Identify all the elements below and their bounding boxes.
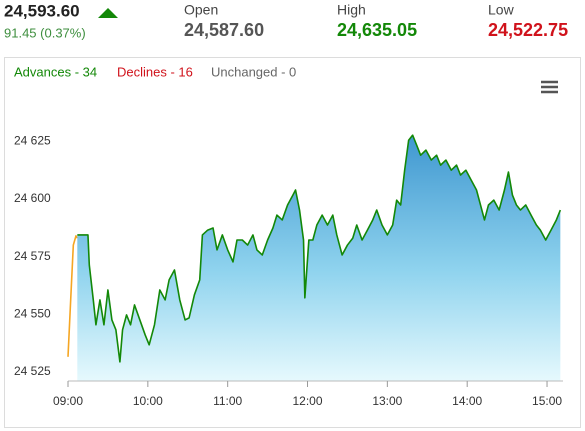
y-tick-label: 24 525 xyxy=(14,364,51,378)
high-value: 24,635.05 xyxy=(337,20,417,40)
low-value: 24,522.75 xyxy=(488,20,568,40)
advances: Advances - 34 xyxy=(14,64,97,79)
area xyxy=(77,135,561,381)
y-tick-label: 24 550 xyxy=(14,306,51,320)
panel xyxy=(4,57,581,428)
open-label: Open xyxy=(184,2,218,18)
x-tick-label: 15:00 xyxy=(532,394,562,408)
price-line xyxy=(77,134,562,363)
price-line xyxy=(67,235,79,357)
declines: Declines - 16 xyxy=(117,64,193,79)
x-tick-label: 12:00 xyxy=(293,394,323,408)
x-tick-label: 09:00 xyxy=(53,394,83,408)
x-tick-label: 11:00 xyxy=(213,394,242,408)
x-tick-label: 14:00 xyxy=(452,394,482,408)
up-arrow xyxy=(98,8,118,18)
y-tick-label: 24 575 xyxy=(14,249,51,263)
y-tick-label: 24 625 xyxy=(14,134,51,148)
open-value: 24,587.60 xyxy=(184,20,264,40)
y-tick-label: 24 600 xyxy=(14,191,51,205)
x-tick-label: 10:00 xyxy=(133,394,163,408)
high-label: High xyxy=(337,2,366,18)
x-tick-label: 13:00 xyxy=(372,394,402,408)
unchanged: Unchanged - 0 xyxy=(211,64,296,79)
price: 24,593.60 xyxy=(4,1,80,20)
low-label: Low xyxy=(488,2,515,18)
menu-icon[interactable] xyxy=(541,80,558,94)
change: 91.45 (0.37%) xyxy=(4,25,86,40)
